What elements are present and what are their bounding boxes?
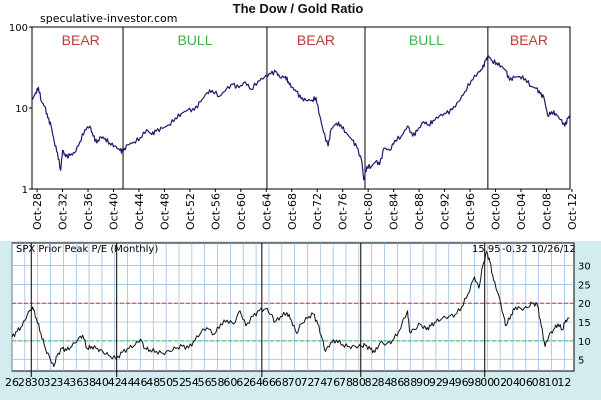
- lower-y-axis: 5 10 15 20 25 30: [578, 262, 591, 367]
- x-tick-label: 36: [69, 376, 83, 389]
- lower-plot-frame: [11, 242, 575, 372]
- y-tick-label: 10: [15, 104, 28, 115]
- phase-label: BULL: [409, 32, 444, 48]
- dow-gold-ratio-line: [31, 54, 571, 181]
- lower-x-axis: 2628303234363840424446485052545658606264…: [5, 376, 571, 389]
- x-tick-label: Oct-80: [362, 193, 375, 230]
- x-tick-label: 70: [288, 376, 302, 389]
- phase-label: BULL: [177, 32, 212, 48]
- phase-label: BEAR: [510, 32, 548, 48]
- x-tick-label: 32: [44, 376, 58, 389]
- x-tick-label: 72: [300, 376, 314, 389]
- x-tick-label: 60: [223, 376, 237, 389]
- x-tick-label: Oct-92: [439, 193, 452, 230]
- x-tick-label: Oct-40: [107, 193, 120, 230]
- lower-chart-title: SPX Prior Peak P/E (Monthly): [16, 244, 158, 255]
- x-tick-label: 30: [31, 376, 45, 389]
- x-tick-label: 94: [442, 376, 456, 389]
- x-tick-label: 92: [429, 376, 443, 389]
- x-tick-label: 52: [172, 376, 186, 389]
- x-tick-label: 98: [467, 376, 481, 389]
- top-phase-regions: BEAR BULL BEAR BULL BEAR: [62, 27, 548, 189]
- x-tick-label: 02: [493, 376, 507, 389]
- y-tick-label: 1: [22, 185, 28, 196]
- date-label: 10/26/12: [531, 244, 576, 255]
- x-tick-label: 10: [545, 376, 559, 389]
- x-tick-label: Oct-76: [337, 193, 350, 230]
- x-tick-label: Oct-64: [260, 193, 273, 230]
- y-tick-label: 30: [578, 262, 591, 273]
- x-tick-label: 06: [519, 376, 533, 389]
- pe-ratio-line: [11, 251, 570, 367]
- x-tick-label: 76: [326, 376, 340, 389]
- x-tick-label: 42: [108, 376, 122, 389]
- x-tick-label: 58: [211, 376, 225, 389]
- x-tick-label: 46: [133, 376, 147, 389]
- chart-title: The Dow / Gold Ratio: [233, 1, 364, 16]
- x-tick-label: 00: [480, 376, 494, 389]
- x-tick-label: 26: [5, 376, 19, 389]
- x-tick-label: Oct-08: [540, 193, 553, 230]
- phase-label: BEAR: [297, 32, 335, 48]
- x-tick-label: 88: [403, 376, 417, 389]
- x-tick-label: Oct-36: [82, 193, 95, 230]
- top-y-axis: 1 10 100: [9, 23, 32, 196]
- change-label: -0.32: [502, 244, 528, 255]
- x-tick-label: 84: [378, 376, 392, 389]
- y-tick-label: 15: [578, 318, 591, 329]
- y-tick-label: 10: [578, 337, 591, 348]
- x-tick-label: 68: [275, 376, 289, 389]
- top-plot-frame: [31, 26, 571, 190]
- x-tick-label: Oct-04: [515, 193, 528, 230]
- x-tick-label: 08: [532, 376, 546, 389]
- x-tick-label: 54: [185, 376, 199, 389]
- last-value-label: 15.95: [472, 244, 501, 255]
- y-tick-label: 5: [578, 356, 584, 367]
- x-tick-label: Oct-44: [133, 193, 146, 230]
- x-tick-label: 12: [557, 376, 571, 389]
- x-tick-label: 28: [18, 376, 32, 389]
- x-tick-label: 48: [146, 376, 160, 389]
- x-tick-label: 34: [56, 376, 70, 389]
- x-tick-label: 50: [159, 376, 173, 389]
- x-tick-label: 90: [416, 376, 430, 389]
- x-tick-label: 86: [390, 376, 404, 389]
- x-tick-label: 66: [262, 376, 276, 389]
- y-tick-label: 100: [9, 23, 28, 34]
- x-tick-label: Oct-48: [158, 193, 171, 230]
- x-tick-label: 80: [352, 376, 366, 389]
- x-tick-label: Oct-72: [311, 193, 324, 230]
- reference-lines: [12, 302, 574, 342]
- x-tick-label: 56: [198, 376, 212, 389]
- x-tick-label: Oct-56: [209, 193, 222, 230]
- x-tick-label: Oct-68: [286, 193, 299, 230]
- x-tick-label: 40: [95, 376, 109, 389]
- x-tick-label: 78: [339, 376, 353, 389]
- x-tick-label: Oct-28: [31, 193, 44, 230]
- x-tick-label: Oct-32: [57, 193, 70, 230]
- x-tick-label: 62: [236, 376, 250, 389]
- x-tick-label: Oct-00: [490, 193, 503, 230]
- x-tick-label: Oct-60: [235, 193, 248, 230]
- x-tick-label: Oct-52: [184, 193, 197, 230]
- x-tick-label: 44: [121, 376, 135, 389]
- phase-label: BEAR: [62, 32, 100, 48]
- x-tick-label: Oct-12: [566, 193, 579, 230]
- x-tick-label: 74: [313, 376, 327, 389]
- x-tick-label: 04: [506, 376, 520, 389]
- y-tick-label: 20: [578, 299, 591, 310]
- y-tick-label: 25: [578, 280, 591, 291]
- x-tick-label: Oct-96: [464, 193, 477, 230]
- x-tick-label: Oct-88: [413, 193, 426, 230]
- x-tick-label: 38: [82, 376, 96, 389]
- x-tick-label: 64: [249, 376, 263, 389]
- x-tick-label: 96: [455, 376, 469, 389]
- top-x-axis: Oct-28 Oct-32 Oct-36 Oct-40 Oct-44 Oct-48 Oct-…: [31, 189, 579, 230]
- x-tick-label: Oct-84: [388, 193, 401, 230]
- x-tick-label: 82: [365, 376, 379, 389]
- source-label: speculative-investor.com: [40, 12, 178, 25]
